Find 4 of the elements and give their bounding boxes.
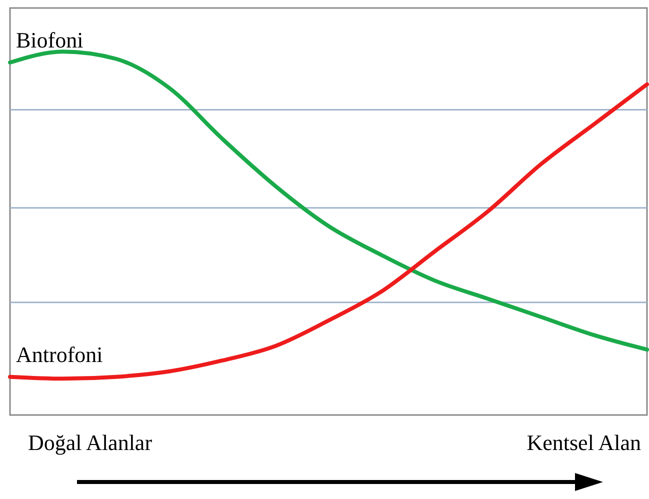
series-label: Biofoni	[16, 28, 84, 53]
series-label: Antrofoni	[16, 342, 103, 367]
text: Kentsel Alan	[526, 430, 641, 456]
text: Doğal Alanlar	[28, 430, 152, 456]
